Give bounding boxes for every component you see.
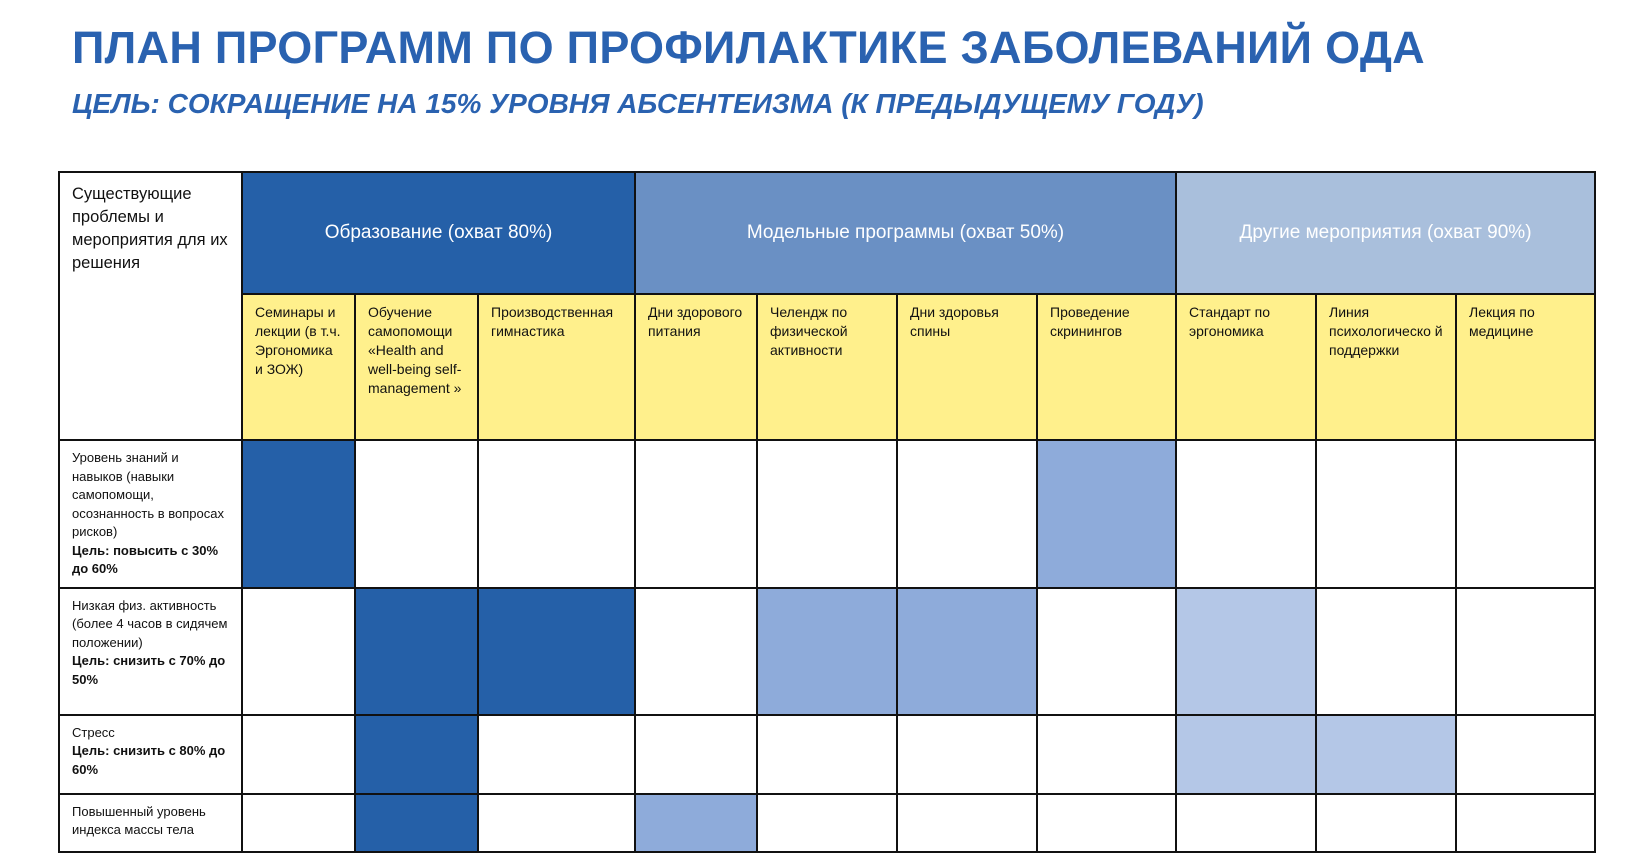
matrix-cell-none: [634, 439, 758, 589]
matrix-cell-none: [477, 439, 636, 589]
column-header: Семинары и лекции (в т.ч. Эргономика и З…: [241, 293, 356, 441]
row-label: Уровень знаний и навыков (навыки самопом…: [58, 439, 243, 589]
row-label: Стресс Цель: снизить с 80% до 60%: [58, 713, 243, 795]
goal-text: Цель: снизить с 70% до 50%: [72, 653, 226, 687]
matrix-cell-none: [756, 792, 898, 853]
matrix-cell-none: [477, 792, 636, 853]
matrix-cell-none: [1455, 713, 1596, 795]
matrix-cell-light: [1175, 586, 1317, 716]
matrix-cell-none: [1175, 439, 1317, 589]
problem-text: Уровень знаний и навыков (навыки самопом…: [72, 450, 224, 539]
row-label: Низкая физ. активность (более 4 часов в …: [58, 586, 243, 716]
matrix-cell-none: [1315, 586, 1457, 716]
column-header: Линия психологическо й поддержки: [1315, 293, 1457, 441]
goal-text: Цель: снизить с 80% до 60%: [72, 743, 226, 777]
corner-header: Существующие проблемы и мероприятия для …: [58, 171, 243, 441]
matrix-cell-none: [896, 439, 1038, 589]
column-header: Производственная гимнастика: [477, 293, 636, 441]
group-header: Другие мероприятия (охват 90%): [1175, 171, 1596, 295]
matrix-cell-none: [1455, 586, 1596, 716]
matrix-cell-none: [1036, 586, 1177, 716]
matrix-cell-med: [1036, 439, 1177, 589]
page-title: ПЛАН ПРОГРАММ ПО ПРОФИЛАКТИКЕ ЗАБОЛЕВАНИ…: [72, 22, 1425, 73]
matrix-cell-dark: [477, 586, 636, 716]
matrix-cell-med: [756, 586, 898, 716]
matrix-cell-none: [896, 792, 1038, 853]
matrix-cell-med: [896, 586, 1038, 716]
matrix-cell-none: [1315, 439, 1457, 589]
problem-text: Повышенный уровень индекса массы тела: [72, 803, 206, 838]
matrix-cell-med: [634, 792, 758, 853]
column-header: Челендж по физической активности: [756, 293, 898, 441]
table-row: Низкая физ. активность (более 4 часов в …: [58, 586, 1596, 716]
matrix-cell-none: [1036, 792, 1177, 853]
matrix-cell-light: [1315, 713, 1457, 795]
matrix-cell-none: [241, 586, 356, 716]
program-plan-table: Существующие проблемы и мероприятия для …: [58, 171, 1596, 853]
column-header: Обучение самопомощи «Health and well-bei…: [354, 293, 479, 441]
problem-text: Низкая физ. активность (более 4 часов в …: [72, 597, 228, 650]
problem-text: Стресс: [72, 724, 115, 740]
matrix-cell-none: [1455, 792, 1596, 853]
column-header: Проведение скринингов: [1036, 293, 1177, 441]
column-header: Лекция по медицине: [1455, 293, 1596, 441]
matrix-cell-dark: [241, 439, 356, 589]
matrix-cell-none: [477, 713, 636, 795]
column-header: Дни здоровья спины: [896, 293, 1038, 441]
group-header: Модельные программы (охват 50%): [634, 171, 1177, 295]
table-row: Уровень знаний и навыков (навыки самопом…: [58, 439, 1596, 589]
matrix-cell-none: [241, 713, 356, 795]
table-row: Стресс Цель: снизить с 80% до 60%: [58, 713, 1596, 795]
matrix-cell-none: [1455, 439, 1596, 589]
column-header: Стандарт по эргономика: [1175, 293, 1317, 441]
matrix-cell-dark: [354, 792, 479, 853]
matrix-cell-none: [1175, 792, 1317, 853]
row-label: Повышенный уровень индекса массы тела: [58, 792, 243, 853]
column-header: Дни здорового питания: [634, 293, 758, 441]
goal-text: Цель: повысить с 30% до 60%: [72, 542, 219, 577]
matrix-cell-none: [241, 792, 356, 853]
matrix-cell-none: [756, 439, 898, 589]
matrix-cell-dark: [354, 713, 479, 795]
matrix-cell-light: [1175, 713, 1317, 795]
group-header: Образование (охват 80%): [241, 171, 636, 295]
matrix-cell-none: [634, 586, 758, 716]
matrix-cell-none: [756, 713, 898, 795]
matrix-cell-none: [1036, 713, 1177, 795]
matrix-cell-none: [1315, 792, 1457, 853]
page-subtitle: ЦЕЛЬ: СОКРАЩЕНИЕ НА 15% УРОВНЯ АБСЕНТЕИЗ…: [72, 88, 1204, 119]
matrix-cell-dark: [354, 586, 479, 716]
table-row: Повышенный уровень индекса массы тела: [58, 792, 1596, 853]
matrix-cell-none: [634, 713, 758, 795]
matrix-cell-none: [896, 713, 1038, 795]
matrix-cell-none: [354, 439, 479, 589]
